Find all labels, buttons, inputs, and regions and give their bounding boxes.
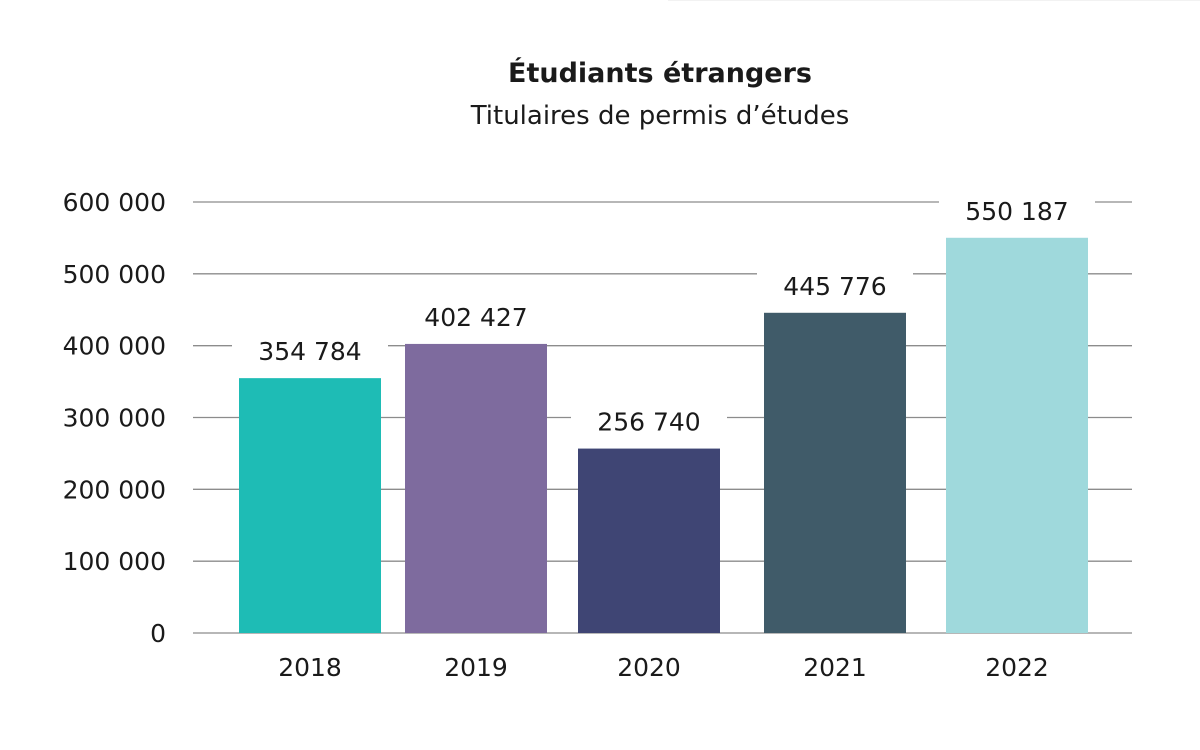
bar-2020: [578, 448, 720, 633]
value-label: 445 776: [783, 272, 886, 301]
value-label-background: [757, 268, 913, 303]
top-border-line: [668, 0, 1200, 1]
value-label-background: [571, 404, 727, 439]
y-tick-label: 200 000: [63, 475, 166, 504]
value-labels: 354 784 402 427 256 740 445 776 550 187: [232, 193, 1095, 439]
y-tick-label: 100 000: [63, 547, 166, 576]
value-label-background: [398, 299, 554, 334]
chart-subtitle: Titulaires de permis d’études: [470, 101, 850, 131]
y-tick-label: 300 000: [63, 404, 166, 433]
x-tick-label: 2022: [985, 653, 1049, 682]
chart-title: Étudiants étrangers: [508, 58, 812, 89]
bar-2019: [405, 343, 547, 633]
y-axis-ticks: 0 100 000 200 000 300 000 400 000 500 000 600 …: [63, 188, 166, 648]
value-label-background: [232, 334, 388, 369]
x-tick-label: 2019: [444, 653, 508, 682]
bars: [239, 237, 1088, 633]
x-tick-label: 2020: [617, 653, 681, 682]
bar-2022: [946, 237, 1088, 633]
x-tick-label: 2018: [278, 653, 342, 682]
x-axis-labels: 2018 2019 2020 2021 2022: [278, 653, 1049, 682]
y-tick-label: 600 000: [63, 188, 166, 217]
y-tick-label: 0: [150, 619, 166, 648]
value-label: 550 187: [965, 197, 1068, 226]
value-label: 354 784: [258, 337, 361, 366]
y-tick-label: 400 000: [63, 332, 166, 361]
value-label: 256 740: [597, 408, 700, 437]
bar-2021: [764, 312, 906, 633]
value-label-background: [939, 193, 1095, 228]
value-label: 402 427: [424, 303, 527, 332]
x-tick-label: 2021: [803, 653, 867, 682]
y-tick-label: 500 000: [63, 260, 166, 289]
bar-2018: [239, 378, 381, 633]
